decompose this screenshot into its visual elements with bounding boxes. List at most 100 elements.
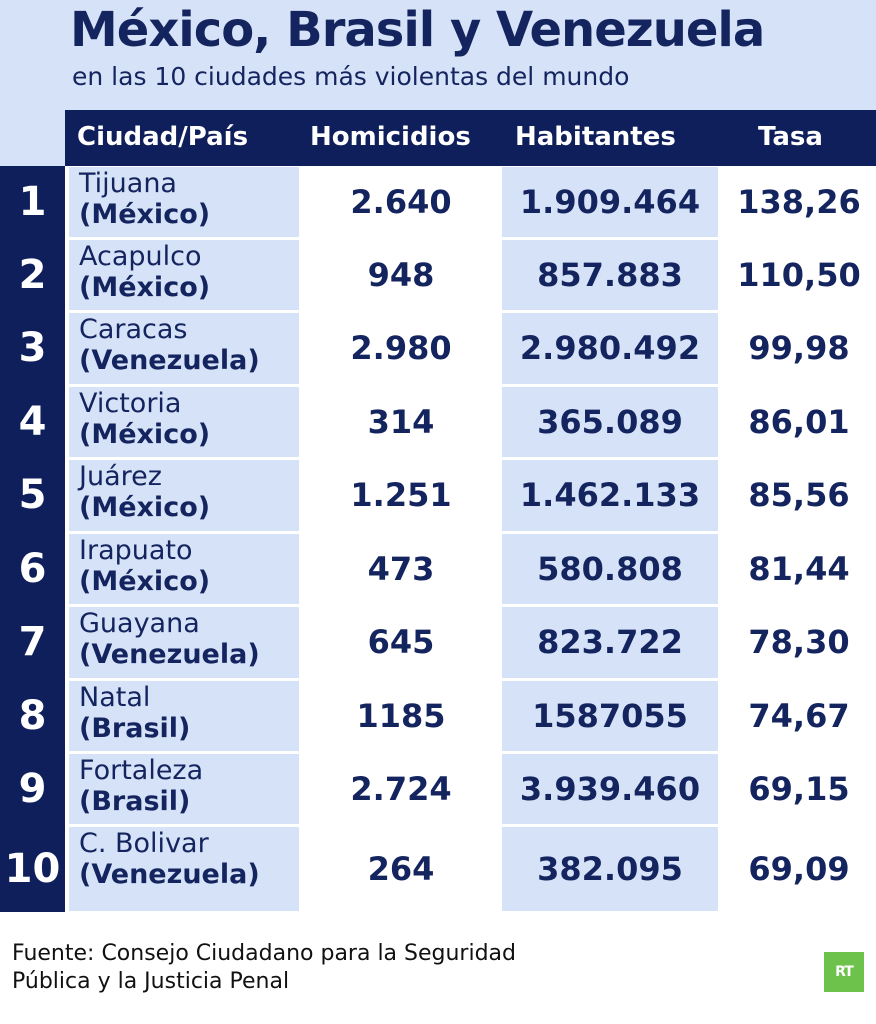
table-row: 8 Natal (Brasil) 1185 1587055 74,67 bbox=[0, 681, 876, 751]
rate-value: 110,50 bbox=[737, 256, 861, 294]
city-cell: Irapuato (México) bbox=[69, 534, 299, 604]
homicides-value: 645 bbox=[367, 623, 435, 661]
city-name: Irapuato bbox=[79, 535, 193, 566]
rate-value: 138,26 bbox=[737, 183, 861, 221]
city-cell: Tijuana (México) bbox=[69, 167, 299, 237]
inhabitants-value: 3.939.460 bbox=[519, 770, 701, 808]
table-row: 6 Irapuato (México) 473 580.808 81,44 bbox=[0, 534, 876, 604]
city-cell: Caracas (Venezuela) bbox=[69, 313, 299, 384]
inhabitants-cell-bg bbox=[502, 240, 718, 310]
table-row: 9 Fortaleza (Brasil) 2.724 3.939.460 69,15 bbox=[0, 754, 876, 824]
inhabitants-value: 382.095 bbox=[537, 850, 683, 888]
inhabitants-value: 580.808 bbox=[537, 550, 683, 588]
table-row: 7 Guayana (Venezuela) 645 823.722 78,30 bbox=[0, 607, 876, 678]
inhabitants-cell-bg bbox=[502, 387, 718, 457]
rank-number: 10 bbox=[4, 846, 61, 892]
city-name: Acapulco bbox=[79, 241, 202, 272]
rank-number: 5 bbox=[18, 472, 47, 518]
table-row: 1 Tijuana (México) 2.640 1.909.464 138,26 bbox=[0, 167, 876, 237]
rank-number: 4 bbox=[18, 399, 47, 445]
city-cell: Victoria (México) bbox=[69, 387, 299, 457]
rank-number: 1 bbox=[18, 179, 47, 225]
table-row: 2 Acapulco (México) 948 857.883 110,50 bbox=[0, 240, 876, 310]
inhabitants-cell-bg bbox=[502, 460, 718, 531]
city-cell: Acapulco (México) bbox=[69, 240, 299, 310]
rank-number: 2 bbox=[18, 252, 47, 298]
city-country: (México) bbox=[79, 419, 211, 450]
source-line-2: Pública y la Justicia Penal bbox=[12, 969, 290, 994]
city-name: Guayana bbox=[79, 608, 200, 639]
inhabitants-cell-bg bbox=[502, 313, 718, 384]
city-name: Natal bbox=[79, 682, 151, 713]
city-name: Fortaleza bbox=[79, 755, 204, 786]
city-country: (México) bbox=[79, 199, 211, 230]
homicides-value: 2.980 bbox=[350, 329, 452, 367]
page-title: México, Brasil y Venezuela bbox=[70, 2, 765, 58]
column-header-city: Ciudad/País bbox=[77, 122, 249, 152]
city-country: (México) bbox=[79, 566, 211, 597]
rate-value: 86,01 bbox=[748, 403, 850, 441]
inhabitants-cell-bg bbox=[502, 754, 718, 824]
rate-value: 81,44 bbox=[748, 550, 850, 588]
inhabitants-value: 1587055 bbox=[532, 697, 688, 735]
inhabitants-cell-bg bbox=[502, 681, 718, 751]
city-country: (Venezuela) bbox=[79, 859, 260, 890]
city-name: Tijuana bbox=[79, 168, 177, 199]
inhabitants-cell-bg bbox=[502, 827, 718, 911]
rate-value: 69,09 bbox=[748, 850, 850, 888]
homicides-value: 2.640 bbox=[350, 183, 452, 221]
inhabitants-value: 857.883 bbox=[537, 256, 683, 294]
city-country: (México) bbox=[79, 272, 211, 303]
inhabitants-value: 365.089 bbox=[537, 403, 683, 441]
column-header-homicides: Homicidios bbox=[310, 122, 471, 152]
rate-value: 85,56 bbox=[748, 476, 850, 514]
source-note: Fuente: Consejo Ciudadano para la Seguri… bbox=[12, 940, 516, 996]
column-header-inhabitants: Habitantes bbox=[515, 122, 676, 152]
city-cell: Fortaleza (Brasil) bbox=[69, 754, 299, 824]
homicides-value: 1185 bbox=[356, 697, 446, 735]
city-cell: C. Bolivar (Venezuela) bbox=[69, 827, 299, 911]
rate-value: 69,15 bbox=[748, 770, 850, 808]
table-header: Ciudad/País Homicidios Habitantes Tasa bbox=[65, 110, 876, 166]
rate-value: 78,30 bbox=[748, 623, 850, 661]
city-country: (Brasil) bbox=[79, 713, 191, 744]
page-subtitle: en las 10 ciudades más violentas del mun… bbox=[72, 62, 630, 91]
rank-column-background bbox=[0, 166, 65, 912]
city-name: Victoria bbox=[79, 388, 182, 419]
rate-value: 74,67 bbox=[748, 697, 850, 735]
table-row: 4 Victoria (México) 314 365.089 86,01 bbox=[0, 387, 876, 457]
homicides-value: 264 bbox=[367, 850, 435, 888]
rank-number: 8 bbox=[18, 693, 47, 739]
inhabitants-cell-bg bbox=[502, 534, 718, 604]
inhabitants-value: 1.909.464 bbox=[519, 183, 701, 221]
table-row: 10 C. Bolivar (Venezuela) 264 382.095 69,09 bbox=[0, 827, 876, 911]
homicides-value: 2.724 bbox=[350, 770, 452, 808]
rank-number: 9 bbox=[18, 766, 47, 812]
inhabitants-cell-bg bbox=[502, 167, 718, 237]
rank-number: 3 bbox=[18, 325, 47, 371]
homicides-value: 1.251 bbox=[350, 476, 452, 514]
homicides-value: 948 bbox=[367, 256, 435, 294]
city-name: Juárez bbox=[79, 461, 162, 492]
rate-value: 99,98 bbox=[748, 329, 850, 367]
source-line-1: Fuente: Consejo Ciudadano para la Seguri… bbox=[12, 941, 517, 966]
table-row: 3 Caracas (Venezuela) 2.980 2.980.492 99,98 bbox=[0, 313, 876, 384]
city-country: (Brasil) bbox=[79, 786, 191, 817]
column-header-rate: Tasa bbox=[758, 122, 823, 152]
rt-logo: RT bbox=[824, 952, 864, 992]
inhabitants-cell-bg bbox=[502, 607, 718, 678]
inhabitants-value: 2.980.492 bbox=[519, 329, 701, 367]
city-cell: Natal (Brasil) bbox=[69, 681, 299, 751]
city-name: Caracas bbox=[79, 314, 188, 345]
city-name: C. Bolivar bbox=[79, 828, 209, 859]
city-country: (Venezuela) bbox=[79, 639, 260, 670]
rank-number: 6 bbox=[18, 546, 47, 592]
city-country: (Venezuela) bbox=[79, 345, 260, 376]
city-cell: Juárez (México) bbox=[69, 460, 299, 531]
city-cell: Guayana (Venezuela) bbox=[69, 607, 299, 678]
homicides-value: 473 bbox=[367, 550, 435, 588]
homicides-value: 314 bbox=[367, 403, 435, 441]
inhabitants-value: 823.722 bbox=[537, 623, 683, 661]
rank-number: 7 bbox=[18, 619, 47, 665]
city-country: (México) bbox=[79, 492, 211, 523]
